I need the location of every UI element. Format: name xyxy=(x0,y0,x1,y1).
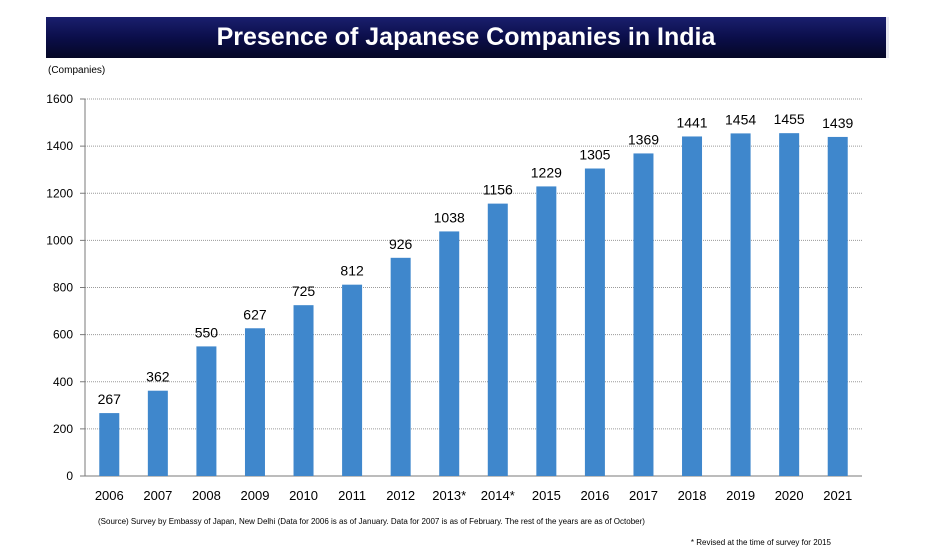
x-tick-label: 2011 xyxy=(338,488,366,503)
chart-title: Presence of Japanese Companies in India xyxy=(216,23,716,51)
x-tick-label: 2008 xyxy=(192,488,221,503)
bar-2007 xyxy=(147,390,168,476)
bar-2006 xyxy=(99,413,120,476)
data-label: 1439 xyxy=(822,115,853,131)
data-label: 550 xyxy=(195,324,219,340)
data-label: 1454 xyxy=(725,111,756,127)
x-tick-label: 2021 xyxy=(823,488,852,503)
x-tick-label: 2012 xyxy=(386,488,415,503)
x-tick-label: 2013* xyxy=(432,488,466,503)
bar-2009 xyxy=(244,328,265,476)
y-tick-label: 200 xyxy=(53,422,73,436)
data-label: 267 xyxy=(98,391,122,407)
bar-2018 xyxy=(682,136,703,477)
data-label: 725 xyxy=(292,283,316,299)
bar-2010 xyxy=(293,305,314,476)
y-tick-label: 1200 xyxy=(46,186,73,200)
x-tick-label: 2006 xyxy=(95,488,124,503)
x-tick-label: 2010 xyxy=(289,488,318,503)
data-label: 1441 xyxy=(676,114,707,130)
data-label: 812 xyxy=(340,263,364,279)
y-tick-label: 1600 xyxy=(46,92,73,106)
y-tick-label: 1000 xyxy=(46,233,73,247)
bar-2019 xyxy=(730,133,751,476)
x-tick-label: 2020 xyxy=(775,488,804,503)
data-label: 926 xyxy=(389,236,413,252)
y-tick-label: 600 xyxy=(53,328,73,342)
y-tick-label: 400 xyxy=(53,375,73,389)
source-note: (Source) Survey by Embassy of Japan, New… xyxy=(98,517,645,526)
revised-note: * Revised at the time of survey for 2015 xyxy=(690,538,831,547)
y-tick-label: 800 xyxy=(53,281,73,295)
bar-2016 xyxy=(584,168,605,476)
x-tick-label: 2007 xyxy=(143,488,172,503)
data-label: 1455 xyxy=(774,111,805,127)
x-tick-label: 2018 xyxy=(678,488,707,503)
bar-2020 xyxy=(779,133,800,476)
bar-2017 xyxy=(633,153,654,476)
x-tick-label: 2014* xyxy=(481,488,515,503)
data-label: 1156 xyxy=(483,182,513,198)
x-tick-label: 2019 xyxy=(726,488,755,503)
y-axis-unit-label: (Companies) xyxy=(48,65,106,76)
bar-2008 xyxy=(196,346,217,476)
y-tick-label: 0 xyxy=(66,469,73,483)
data-label: 1369 xyxy=(628,131,659,147)
data-label: 362 xyxy=(146,369,170,385)
x-tick-label: 2015 xyxy=(532,488,561,503)
x-tick-label: 2016 xyxy=(580,488,609,503)
bar-2012 xyxy=(390,257,411,476)
data-label: 1229 xyxy=(531,164,562,180)
x-tick-label: 2017 xyxy=(629,488,658,503)
bar-2015 xyxy=(536,186,557,476)
data-label: 1305 xyxy=(579,147,610,163)
data-label: 627 xyxy=(243,306,267,322)
bar-2011 xyxy=(342,284,363,476)
y-tick-label: 1400 xyxy=(46,139,73,153)
title-banner: Presence of Japanese Companies in India xyxy=(46,17,889,58)
bar-2014 xyxy=(487,203,508,476)
data-label: 1038 xyxy=(434,209,465,225)
bar-2021 xyxy=(827,136,848,477)
x-tick-label: 2009 xyxy=(241,488,270,503)
bar-2013 xyxy=(439,231,460,476)
